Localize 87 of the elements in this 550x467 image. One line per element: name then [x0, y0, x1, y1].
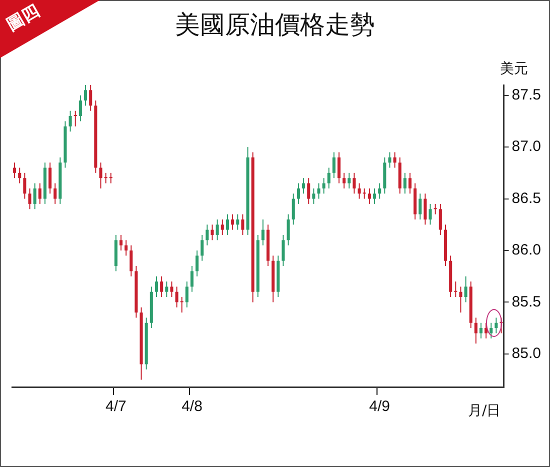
- candlestick: [23, 172, 26, 200]
- candlestick: [154, 276, 158, 298]
- x-tick-label: 4/9: [369, 398, 390, 416]
- candlestick: [372, 188, 376, 204]
- candlestick: [185, 281, 188, 308]
- candlestick: [170, 281, 174, 298]
- candlestick: [196, 250, 199, 277]
- candlestick: [494, 317, 498, 334]
- candlestick: [378, 182, 382, 200]
- candlestick: [130, 244, 133, 277]
- candlestick: [286, 214, 290, 246]
- x-axis-title: 月/日: [468, 402, 501, 420]
- x-tick-label: 4/8: [182, 398, 202, 416]
- candlestick: [54, 182, 57, 204]
- candlestick: [292, 193, 295, 226]
- candlestick: [434, 203, 437, 215]
- candlestick: [175, 286, 178, 308]
- candlestick: [332, 152, 336, 179]
- candlestick: [393, 152, 396, 168]
- candlestick: [408, 172, 412, 194]
- candlestick: [190, 265, 194, 292]
- candlestick: [226, 214, 230, 236]
- candlestick: [210, 224, 214, 241]
- candlestick: [479, 322, 483, 339]
- candlestick: [119, 234, 123, 251]
- candlestick: [104, 172, 108, 184]
- candlestick: [317, 182, 320, 200]
- candlestick: [348, 172, 351, 189]
- candlestick: [13, 162, 16, 179]
- y-tick-label: 86.5: [512, 190, 542, 207]
- candlestick: [368, 188, 371, 204]
- candlestick: [454, 281, 458, 298]
- candlestick: [312, 188, 316, 204]
- candlestick: [438, 203, 442, 236]
- candlestick: [33, 182, 36, 210]
- candlestick: [352, 172, 356, 194]
- candlestick: [490, 322, 493, 339]
- candlestick: [74, 110, 77, 127]
- candlestick: [18, 167, 22, 184]
- y-axis-title: 美元: [500, 60, 528, 78]
- candlestick: [241, 214, 244, 236]
- candlestick: [231, 214, 234, 230]
- candlestick: [327, 167, 330, 189]
- candlestick: [388, 152, 392, 168]
- candlestick: [124, 240, 128, 256]
- candlestick: [84, 84, 88, 106]
- y-tick-label: 85.0: [512, 345, 542, 362]
- candlestick: [99, 162, 102, 189]
- candlestick: [68, 110, 72, 132]
- y-tick-label: 87.5: [512, 86, 542, 104]
- candlestick: [428, 203, 432, 226]
- candlestick: [302, 178, 306, 194]
- y-tick-label: 86.0: [512, 242, 542, 259]
- candlestick: [78, 94, 82, 122]
- candlestick: [459, 286, 462, 314]
- candlestick: [160, 276, 164, 298]
- candlestick: [403, 172, 406, 194]
- chart-title: 美國原油價格走勢: [175, 10, 375, 39]
- candlestick: [28, 188, 32, 210]
- candlestick: [296, 182, 300, 204]
- x-tick-label: 4/7: [106, 398, 126, 416]
- candlestick: [216, 218, 219, 241]
- candlestick: [180, 296, 184, 314]
- candlestick: [342, 172, 346, 189]
- candlestick: [282, 234, 285, 266]
- candlestick: [38, 182, 42, 204]
- candlestick: [322, 178, 326, 194]
- candlestick: [261, 218, 264, 246]
- candlestick: [424, 193, 427, 226]
- text: 圖四: [2, 0, 44, 36]
- candlestick: [48, 162, 52, 194]
- candlestick: [109, 172, 112, 184]
- y-tick-label: 87.0: [512, 138, 542, 156]
- candlestick: [236, 214, 240, 230]
- candlestick: [206, 224, 209, 246]
- candlestick: [220, 218, 224, 236]
- y-tick-label: 85.5: [512, 293, 542, 310]
- candlestick: [200, 234, 204, 262]
- candlestick: [89, 84, 92, 112]
- candlestick: [474, 317, 478, 344]
- candlestick: [165, 281, 168, 298]
- candlestick: [418, 193, 422, 220]
- candlestick: [307, 178, 310, 204]
- candlestick: [358, 182, 361, 200]
- candlestick: [338, 152, 341, 184]
- candlestick: [362, 188, 366, 200]
- candlestick: [464, 276, 468, 303]
